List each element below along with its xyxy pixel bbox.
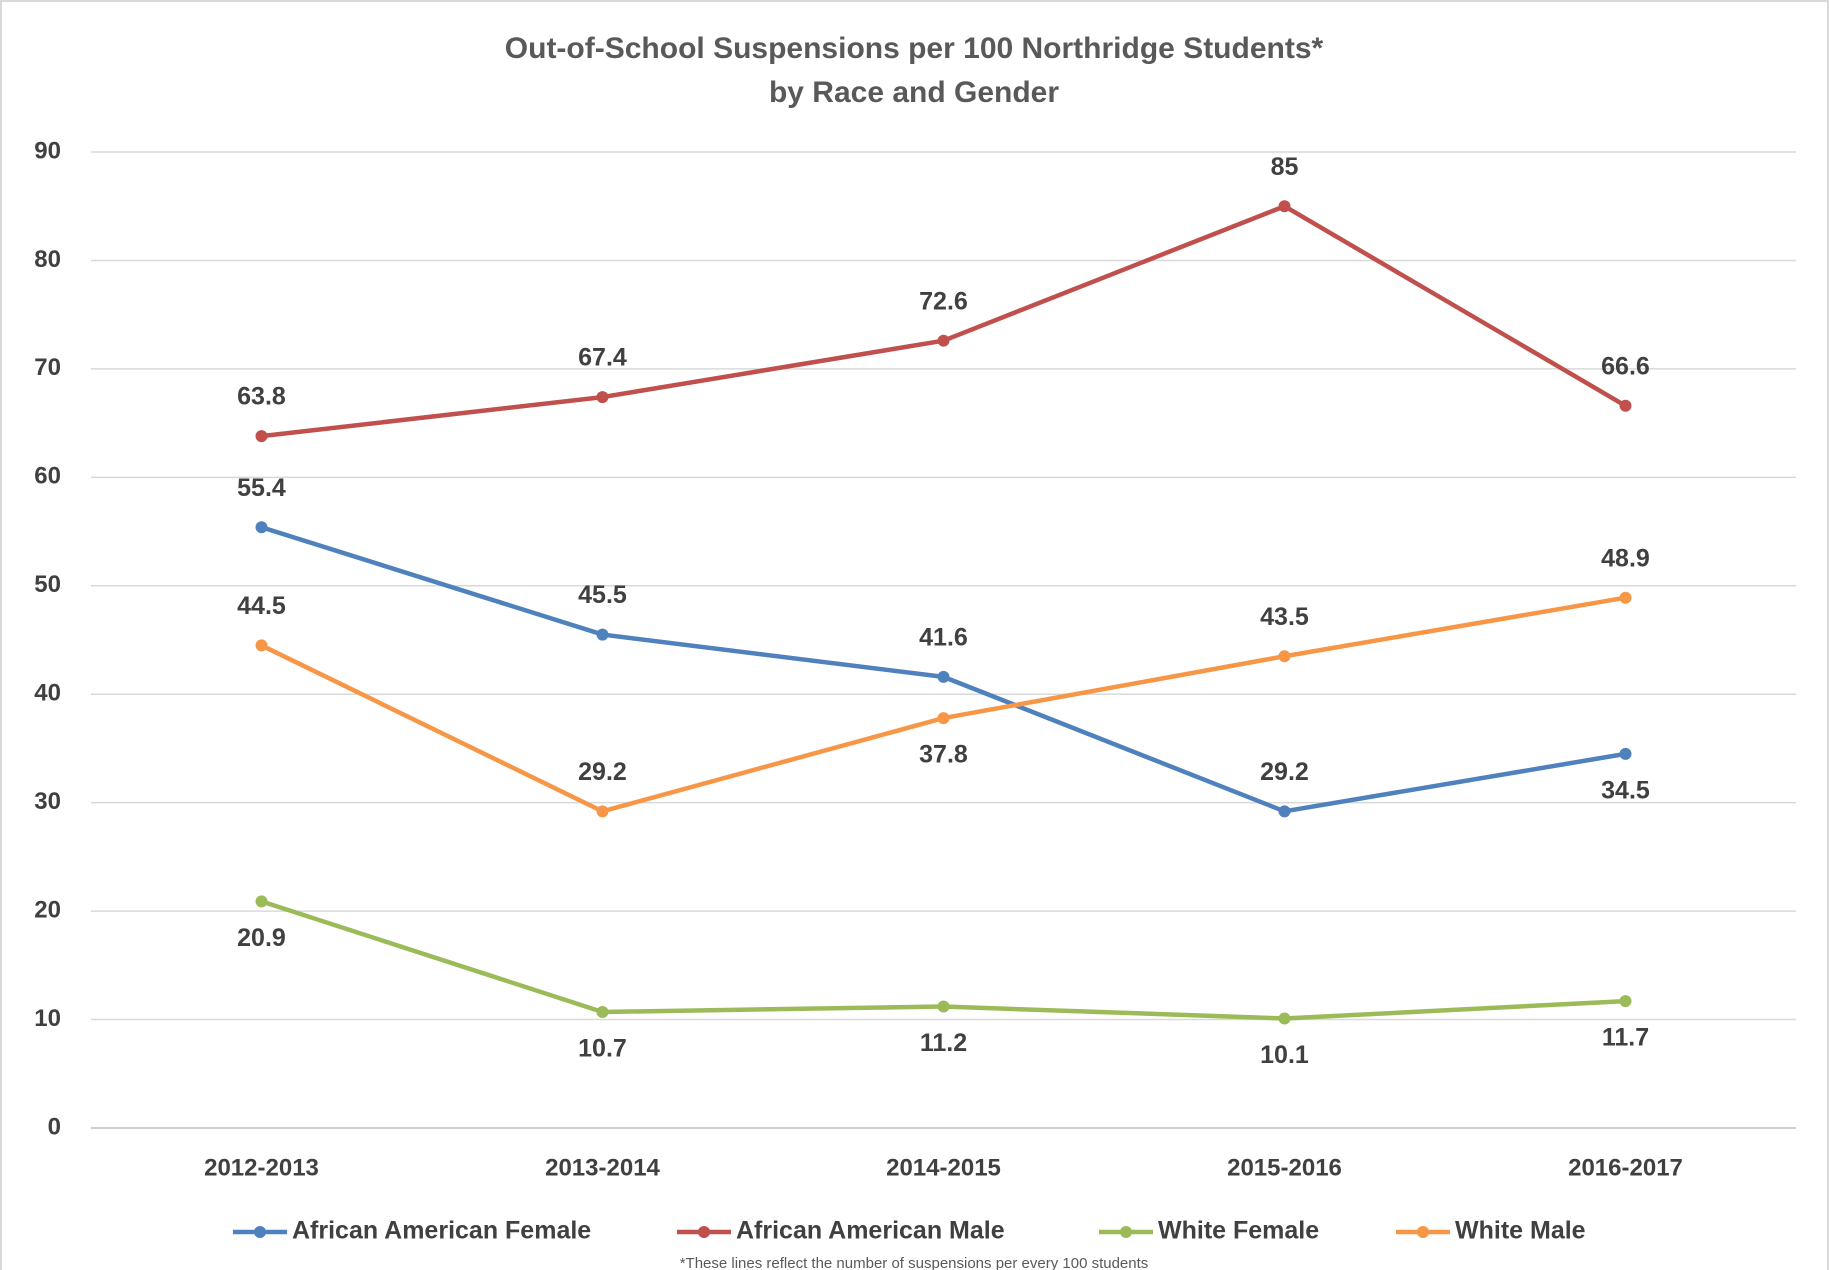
- y-tick-label: 40: [34, 680, 61, 707]
- data-label: 67.4: [578, 344, 627, 372]
- y-tick-label: 90: [34, 137, 61, 164]
- x-tick-label: 2015-2016: [1227, 1154, 1342, 1181]
- legend-label: White Male: [1455, 1217, 1586, 1245]
- y-tick-label: 10: [34, 1005, 61, 1032]
- x-tick-label: 2016-2017: [1568, 1154, 1683, 1181]
- legend-marker: [1417, 1226, 1429, 1238]
- y-tick-label: 20: [34, 896, 61, 923]
- data-point: [1278, 200, 1291, 213]
- data-label: 85: [1271, 153, 1299, 181]
- legend-label: White Female: [1158, 1217, 1319, 1245]
- data-point: [596, 805, 609, 818]
- data-point: [1619, 399, 1632, 412]
- data-label: 37.8: [919, 741, 968, 769]
- data-point: [255, 639, 268, 652]
- data-label: 20.9: [237, 924, 286, 952]
- data-point: [596, 628, 609, 641]
- y-tick-label: 50: [34, 571, 61, 598]
- data-point: [1619, 747, 1632, 760]
- data-point: [1278, 1012, 1291, 1025]
- data-point: [937, 1000, 950, 1013]
- y-tick-label: 70: [34, 354, 61, 381]
- data-label: 44.5: [237, 592, 286, 620]
- data-label: 10.1: [1260, 1041, 1309, 1069]
- data-label: 29.2: [1260, 758, 1309, 786]
- data-point: [255, 430, 268, 443]
- data-point: [596, 1005, 609, 1018]
- data-label: 72.6: [919, 287, 968, 315]
- data-point: [1278, 805, 1291, 818]
- data-label: 63.8: [237, 383, 286, 411]
- x-tick-label: 2013-2014: [545, 1154, 660, 1181]
- legend-marker: [698, 1226, 710, 1238]
- data-label: 34.5: [1601, 776, 1650, 804]
- y-tick-label: 0: [48, 1113, 61, 1140]
- data-label: 45.5: [578, 581, 627, 609]
- data-point: [1619, 995, 1632, 1008]
- x-tick-label: 2014-2015: [886, 1154, 1001, 1181]
- chart-title: Out-of-School Suspensions per 100 Northr…: [505, 32, 1324, 65]
- data-label: 11.7: [1602, 1024, 1649, 1052]
- data-label: 43.5: [1260, 603, 1309, 631]
- legend-marker: [1120, 1226, 1132, 1238]
- data-label: 55.4: [237, 474, 286, 502]
- data-point: [937, 670, 950, 683]
- chart-subtitle: by Race and Gender: [769, 76, 1059, 109]
- y-tick-label: 80: [34, 246, 61, 273]
- data-label: 66.6: [1601, 352, 1650, 380]
- y-tick-label: 60: [34, 463, 61, 490]
- footnote: *These lines reflect the number of suspe…: [680, 1255, 1149, 1270]
- data-point: [1619, 591, 1632, 604]
- data-label: 11.2: [920, 1029, 967, 1057]
- legend-label: African American Female: [292, 1217, 591, 1245]
- data-point: [937, 334, 950, 347]
- data-point: [255, 521, 268, 534]
- x-tick-label: 2012-2013: [204, 1154, 319, 1181]
- data-label: 41.6: [919, 623, 968, 651]
- y-tick-label: 30: [34, 788, 61, 815]
- data-point: [255, 895, 268, 908]
- legend-marker: [254, 1226, 266, 1238]
- data-point: [1278, 650, 1291, 663]
- data-point: [937, 712, 950, 725]
- data-label: 48.9: [1601, 544, 1650, 572]
- data-label: 29.2: [578, 758, 627, 786]
- data-point: [596, 391, 609, 404]
- legend-label: African American Male: [736, 1217, 1005, 1245]
- data-label: 10.7: [578, 1035, 627, 1063]
